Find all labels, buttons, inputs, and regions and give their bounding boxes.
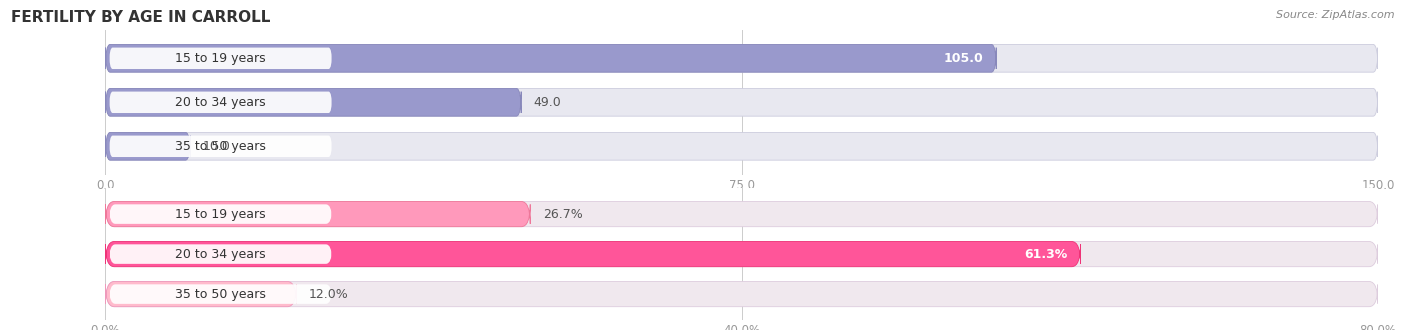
Text: 20 to 34 years: 20 to 34 years	[176, 96, 266, 109]
Text: FERTILITY BY AGE IN CARROLL: FERTILITY BY AGE IN CARROLL	[11, 10, 270, 25]
FancyBboxPatch shape	[105, 242, 1081, 267]
FancyBboxPatch shape	[110, 244, 332, 264]
Text: 49.0: 49.0	[534, 96, 561, 109]
FancyBboxPatch shape	[110, 284, 332, 304]
Text: 15 to 19 years: 15 to 19 years	[176, 208, 266, 220]
Text: 105.0: 105.0	[943, 52, 983, 65]
FancyBboxPatch shape	[105, 242, 1378, 267]
Text: Source: ZipAtlas.com: Source: ZipAtlas.com	[1277, 10, 1395, 20]
Text: 35 to 50 years: 35 to 50 years	[176, 140, 266, 153]
FancyBboxPatch shape	[105, 132, 1378, 160]
FancyBboxPatch shape	[105, 132, 190, 160]
FancyBboxPatch shape	[105, 45, 997, 72]
Text: 61.3%: 61.3%	[1025, 248, 1067, 261]
FancyBboxPatch shape	[105, 202, 530, 227]
FancyBboxPatch shape	[105, 88, 522, 116]
FancyBboxPatch shape	[105, 281, 297, 307]
FancyBboxPatch shape	[105, 45, 1378, 72]
FancyBboxPatch shape	[110, 204, 332, 224]
Text: 35 to 50 years: 35 to 50 years	[176, 288, 266, 301]
FancyBboxPatch shape	[105, 202, 1378, 227]
FancyBboxPatch shape	[105, 88, 1378, 116]
Text: 10.0: 10.0	[202, 140, 231, 153]
Text: 12.0%: 12.0%	[309, 288, 349, 301]
Text: 15 to 19 years: 15 to 19 years	[176, 52, 266, 65]
FancyBboxPatch shape	[105, 281, 1378, 307]
Text: 26.7%: 26.7%	[543, 208, 582, 220]
FancyBboxPatch shape	[110, 136, 332, 157]
FancyBboxPatch shape	[110, 48, 332, 69]
FancyBboxPatch shape	[110, 91, 332, 113]
Text: 20 to 34 years: 20 to 34 years	[176, 248, 266, 261]
